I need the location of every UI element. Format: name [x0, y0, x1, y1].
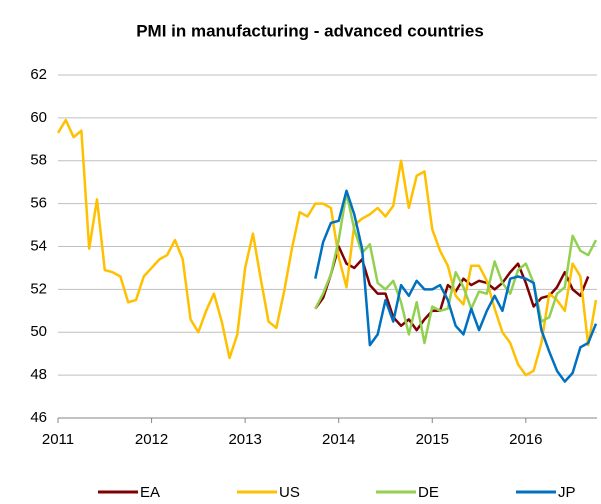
x-tick-label: 2013 [228, 431, 261, 448]
y-tick-label: 56 [30, 195, 47, 212]
x-tick-label: 2016 [509, 431, 542, 448]
legend-label: DE [418, 484, 439, 501]
y-tick-label: 60 [30, 109, 47, 126]
y-tick-label: 54 [30, 237, 47, 254]
x-tick-label: 2011 [42, 431, 74, 448]
x-tick-label: 2014 [322, 431, 355, 448]
y-tick-label: 58 [30, 152, 47, 169]
legend-label: US [279, 484, 300, 501]
line-series [314, 191, 598, 345]
line-series [56, 118, 598, 377]
y-tick-label: 62 [30, 66, 47, 83]
chart-title: PMI in manufacturing - advanced countrie… [136, 21, 484, 40]
legend-label: EA [140, 484, 160, 501]
y-tick-label: 50 [30, 323, 47, 340]
line-series [314, 189, 598, 383]
y-tick-label: 52 [30, 280, 47, 297]
legend-label: JP [558, 484, 576, 501]
x-tick-label: 2015 [416, 431, 449, 448]
y-tick-label: 46 [30, 409, 47, 426]
x-tick-label: 2012 [135, 431, 168, 448]
y-tick-label: 48 [30, 366, 47, 383]
